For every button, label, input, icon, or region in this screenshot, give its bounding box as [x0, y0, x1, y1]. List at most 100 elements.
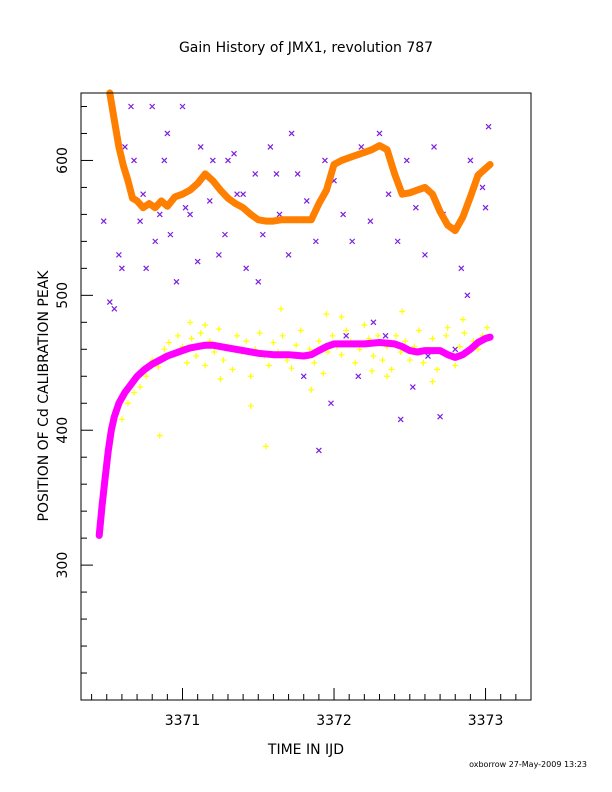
series-2-point	[368, 367, 375, 374]
series-3-point	[173, 278, 180, 285]
series-2-point	[161, 346, 168, 353]
series-1-point	[141, 366, 148, 373]
series-1-point	[437, 347, 444, 354]
series-1-point	[467, 346, 474, 353]
series-0-point	[353, 152, 360, 159]
series-3-point	[255, 278, 262, 285]
series-1-point	[474, 339, 481, 346]
series-3-point	[349, 238, 356, 245]
series-3-point	[315, 447, 322, 454]
series-3-point	[397, 416, 404, 423]
series-0-point	[115, 143, 122, 150]
series-2-point	[188, 335, 195, 342]
series-1-point	[399, 343, 406, 350]
series-0-point	[414, 187, 421, 194]
series-3-point	[464, 292, 471, 299]
series-3-point	[431, 144, 437, 150]
series-3-point	[149, 103, 156, 110]
series-2-point	[193, 353, 200, 360]
series-2-point	[124, 400, 131, 407]
series-2-point	[315, 338, 322, 345]
series-2-point	[202, 362, 209, 369]
series-3-point	[187, 211, 194, 218]
series-3-point	[100, 218, 107, 225]
series-0-point	[152, 204, 159, 211]
series-2-point	[352, 359, 359, 366]
series-0-point	[368, 146, 375, 153]
series-2-point	[444, 324, 451, 331]
x-axis-label: TIME IN IJD	[267, 742, 344, 758]
series-0-point	[134, 197, 141, 204]
series-1-point	[482, 335, 489, 342]
series-3-point	[152, 238, 159, 245]
series-2-point	[293, 342, 300, 349]
series-2-point	[379, 357, 386, 364]
credit-stamp: oxborrow 27-May-2009 13:23	[469, 760, 587, 769]
series-1-point	[421, 347, 428, 354]
series-1-point	[323, 343, 330, 350]
series-3-point	[376, 130, 383, 137]
series-0-point	[240, 204, 247, 211]
series-1-point	[487, 334, 494, 341]
series-3-point	[161, 157, 168, 164]
series-1-point	[346, 340, 353, 347]
series-1-point	[111, 413, 118, 420]
series-3-point	[106, 299, 113, 306]
x-axis-ticks: 3371 3372 3373	[91, 688, 532, 729]
series-2-point	[456, 343, 463, 350]
series-3-point	[285, 251, 292, 258]
series-0-point	[361, 149, 368, 156]
series-2-point	[243, 338, 250, 345]
y-tick-label: 300	[55, 552, 71, 579]
series-3-point	[300, 373, 307, 380]
series-2-point	[143, 373, 150, 380]
series-2-point	[256, 330, 263, 337]
series-2-point	[137, 384, 144, 391]
series-3-point	[273, 171, 280, 177]
series-3-point	[167, 231, 174, 238]
series-2-point	[297, 327, 304, 334]
series-3-point	[303, 197, 310, 204]
series-2-point	[338, 313, 345, 320]
series-3-point	[479, 184, 486, 191]
series-0-point	[444, 222, 451, 229]
series-3-point	[259, 231, 266, 238]
series-3-point	[206, 197, 213, 204]
series-1-point	[171, 350, 178, 357]
series-0-point	[140, 204, 147, 211]
series-1-point	[134, 373, 141, 380]
series-1-point	[202, 342, 209, 349]
series-3-point	[122, 144, 128, 150]
series-2-point	[343, 327, 350, 334]
series-3-point	[394, 238, 401, 245]
series-1-point	[255, 350, 262, 357]
series-3-point	[182, 204, 189, 211]
series-0-point	[437, 208, 444, 215]
series-2-point	[118, 416, 125, 423]
y-tick-label: 400	[55, 417, 71, 444]
series-2-point	[247, 373, 254, 380]
series-1-point	[331, 340, 338, 347]
series-1-point	[414, 348, 421, 355]
series-3-point	[355, 373, 362, 380]
chart-title: Gain History of JMX1, revolution 787	[179, 40, 433, 56]
series-1-point	[459, 351, 466, 358]
series-1-point	[406, 347, 413, 354]
series-3-point	[467, 157, 474, 164]
series-2-point	[452, 362, 459, 369]
series-1-point	[444, 351, 451, 358]
series-2-point	[397, 348, 404, 355]
series-3-point	[276, 211, 283, 218]
series-0-point	[323, 187, 330, 194]
series-3-point	[403, 157, 410, 164]
series-3-point	[343, 332, 350, 339]
series-0-point	[331, 161, 338, 168]
series-3-point	[128, 103, 134, 110]
series-2-point	[278, 305, 284, 312]
series-3-point	[222, 231, 228, 238]
series-3-point	[452, 346, 459, 353]
series-2-point	[329, 332, 336, 339]
y-tick-label: 500	[55, 282, 71, 309]
series-0-point	[308, 216, 315, 223]
